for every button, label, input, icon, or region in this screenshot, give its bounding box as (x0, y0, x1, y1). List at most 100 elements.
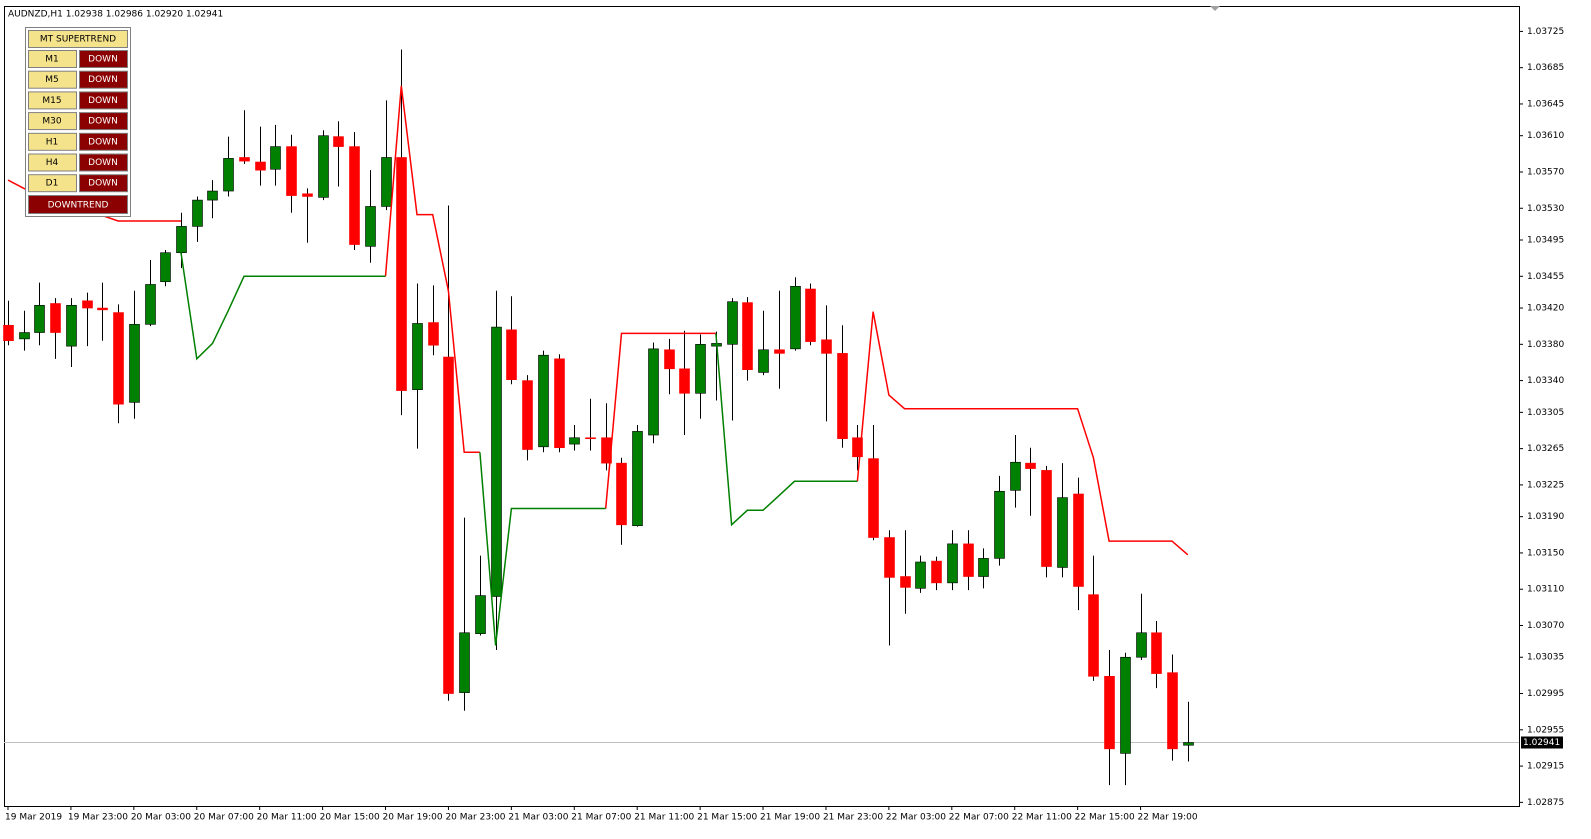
candle-body (34, 305, 45, 333)
x-tick-label: 21 Mar 03:00 (508, 813, 568, 823)
candle-body (805, 288, 816, 342)
candle-body (475, 595, 486, 634)
panel-timeframe-cell (28, 112, 77, 131)
candle-body (758, 349, 769, 373)
candle-body (978, 558, 989, 577)
x-tick-label: 21 Mar 19:00 (760, 813, 820, 823)
candle-body (3, 324, 14, 341)
panel-status: DOWN (88, 179, 118, 189)
candle-body (664, 349, 675, 370)
candle-body (632, 431, 643, 527)
candle-body (554, 358, 565, 449)
y-tick-label: 1.02995 (1527, 689, 1564, 699)
panel-timeframe: D1 (46, 179, 59, 189)
candle-body (506, 329, 517, 380)
last-price-box (1521, 736, 1563, 749)
panel-timeframe: M5 (45, 75, 59, 85)
panel-timeframe-cell (28, 153, 77, 172)
y-tick-label: 1.03150 (1527, 548, 1564, 558)
candle-body (1041, 470, 1052, 567)
candle-body (538, 354, 549, 448)
candle-body (255, 161, 266, 171)
candle-body (412, 323, 423, 390)
candle-body (459, 632, 470, 693)
plot-frame (4, 6, 1520, 807)
y-tick-label: 1.03225 (1527, 480, 1564, 490)
candle-body (145, 284, 156, 325)
panel-summary: DOWNTREND (48, 201, 109, 211)
candle-body (82, 300, 93, 309)
panel-summary-cell (28, 195, 128, 214)
marks (3, 49, 1519, 786)
candle-body (947, 543, 958, 584)
panel-status: DOWN (88, 158, 118, 168)
panel-timeframe-cell (28, 91, 77, 110)
candle-body (192, 199, 203, 227)
candle-body (695, 344, 706, 394)
candle-body (223, 158, 234, 192)
panel-status: DOWN (88, 75, 118, 85)
candle-body (1183, 742, 1194, 746)
panel-status: DOWN (88, 96, 118, 106)
candle-body (931, 560, 942, 584)
y-tick-label: 1.03645 (1527, 99, 1564, 109)
candle-body (1167, 672, 1178, 750)
y-tick-label: 1.03570 (1527, 167, 1564, 177)
candle-body (381, 157, 392, 207)
y-tick-label: 1.02915 (1527, 762, 1564, 772)
candle-body (742, 302, 753, 371)
panel-status-cell (79, 91, 128, 110)
candle-body (318, 135, 329, 198)
candle-body (1088, 594, 1099, 677)
x-tick-label: 21 Mar 07:00 (571, 813, 631, 823)
x-tick-label: 22 Mar 15:00 (1075, 813, 1135, 823)
candle-body (837, 353, 848, 439)
y-tick-label: 1.03340 (1527, 376, 1564, 386)
x-tick-label: 20 Mar 03:00 (131, 813, 191, 823)
shift-marker (1210, 6, 1220, 11)
candle-body (522, 380, 533, 450)
y-tick-label: 1.03035 (1527, 653, 1564, 663)
candle-body (1010, 461, 1021, 491)
panel-timeframe: H1 (46, 137, 59, 147)
candle-body (648, 348, 659, 436)
panel-status-cell (79, 112, 128, 131)
candle-body (491, 326, 502, 597)
panel-timeframe: M15 (42, 96, 61, 106)
panel-timeframe: H4 (46, 158, 59, 168)
candle-body (679, 368, 690, 394)
candle-body (852, 437, 863, 458)
panel-status-cell (79, 174, 128, 193)
panel-status-cell (79, 50, 128, 68)
x-tick-label: 20 Mar 15:00 (320, 813, 380, 823)
panel-status-cell (79, 70, 128, 89)
x-tick-label: 19 Mar 23:00 (68, 813, 128, 823)
candle-body (302, 193, 313, 197)
candle-body (569, 437, 580, 445)
chart-title: AUDNZD,H1 1.02938 1.02986 1.02920 1.0294… (8, 10, 223, 20)
candle-body (1120, 656, 1131, 754)
x-tick-label: 22 Mar 19:00 (1138, 813, 1198, 823)
panel-timeframe-cell (28, 50, 77, 68)
candle-body (396, 157, 407, 391)
panel-timeframe: M1 (45, 55, 59, 65)
panel-status-cell (79, 153, 128, 172)
candle-body (160, 252, 171, 283)
candle-body (774, 349, 785, 354)
supertrend-line (180, 252, 858, 646)
y-tick-label: 1.03190 (1527, 512, 1564, 522)
y-tick-label: 1.03305 (1527, 408, 1564, 418)
candle-body (1136, 632, 1147, 658)
candle-body (868, 458, 879, 538)
y-tick-label: 1.03420 (1527, 304, 1564, 314)
candle-body (286, 146, 297, 196)
candle-body (443, 356, 454, 694)
x-tick-label: 21 Mar 11:00 (634, 813, 694, 823)
y-tick-label: 1.03455 (1527, 272, 1564, 282)
panel-timeframe-cell (28, 174, 77, 193)
y-tick-label: 1.03685 (1527, 63, 1564, 73)
x-tick-label: 22 Mar 07:00 (949, 813, 1009, 823)
candle-body (97, 307, 108, 311)
